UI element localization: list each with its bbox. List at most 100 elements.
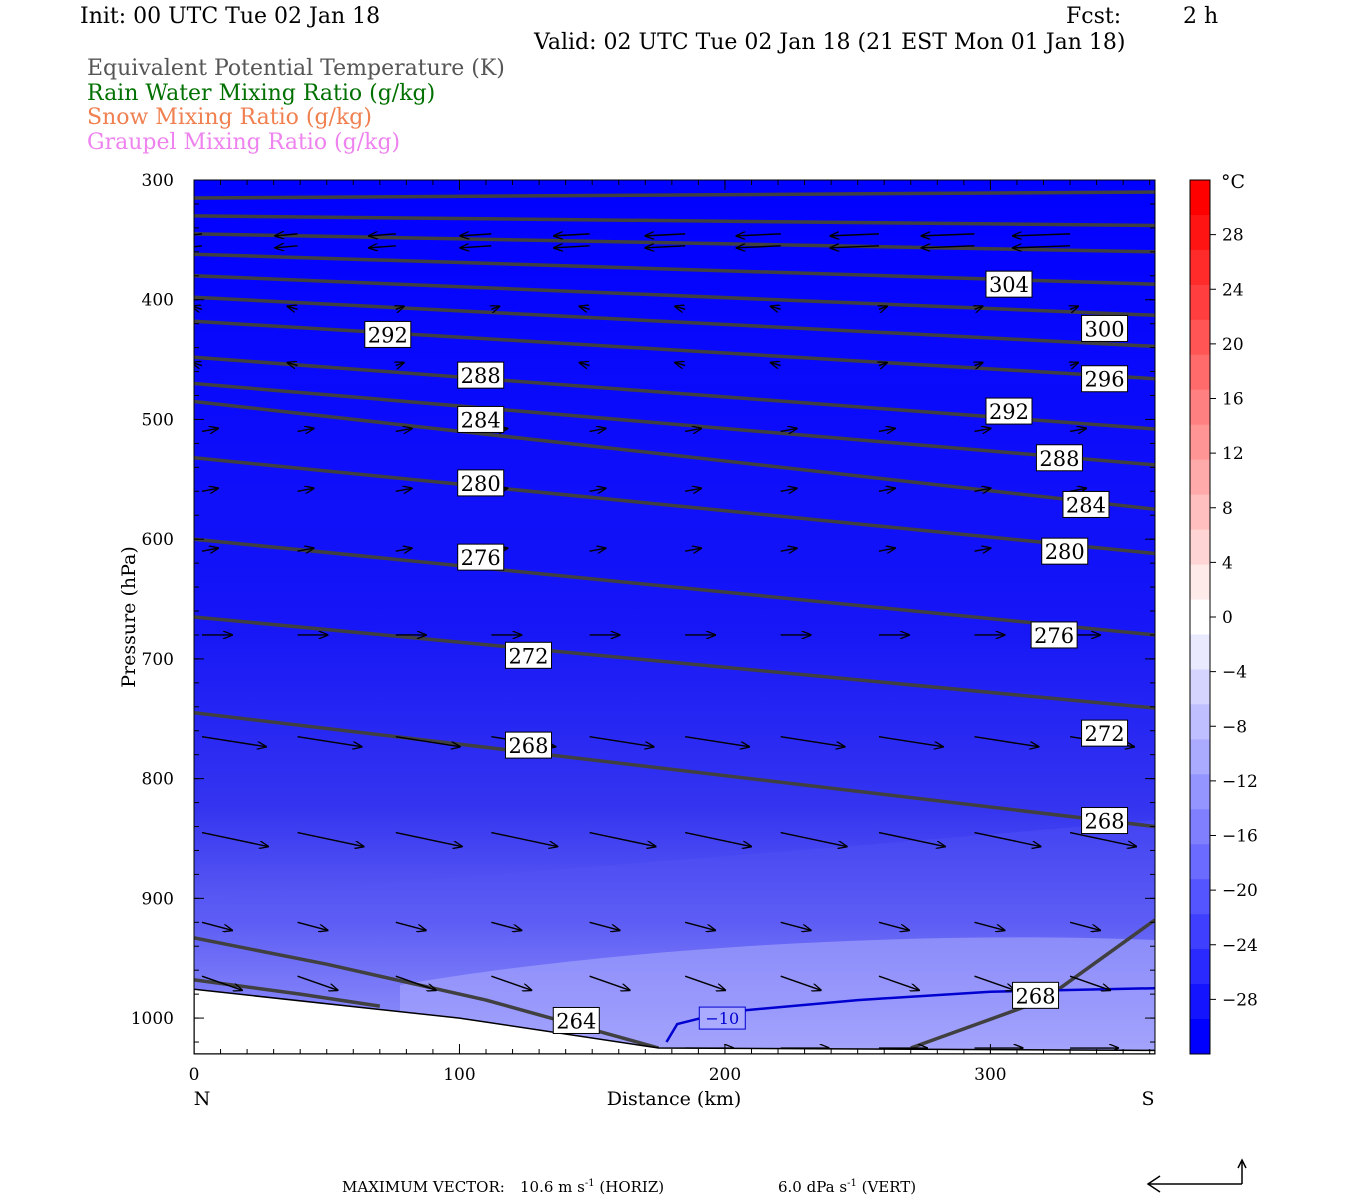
wind-vector [878,548,895,551]
wind-vector [780,428,797,431]
init-title: Init: 00 UTC Tue 02 Jan 18 [80,4,381,29]
colorbar-segment [1190,564,1210,601]
theta-e-contour [194,456,1155,556]
wind-vector [878,736,943,747]
wind-vector [589,921,620,930]
theta-e-label: 296 [1085,368,1125,392]
wind-vector [194,245,203,248]
y-tick-label: 600 [142,530,174,550]
theta-e-contour [194,274,1155,318]
wind-vector [675,306,686,309]
colorbar-segment [1190,949,1210,985]
wind-vector [1013,234,1071,236]
wind-vector [201,488,218,491]
wind-vector [201,831,268,847]
terrain [194,988,1155,1054]
x-axis-label: Distance (km) [607,1088,742,1110]
temperature-label-box [698,1006,746,1030]
wind-vector [974,831,1041,847]
theta-e-label: 284 [1066,493,1106,517]
theta-e-label-box [364,320,412,348]
colorbar-label: 0 [1222,608,1233,628]
colorbar-label: 24 [1222,280,1244,300]
temperature-shading [194,180,1155,1054]
x-tick-label: 100 [443,1065,475,1085]
y-tick-label: 500 [142,410,174,430]
wind-vector [275,246,298,248]
legend-graupel: Graupel Mixing Ratio (g/kg) [87,130,401,155]
wind-vector [460,246,492,248]
theta-e-label: 268 [1015,984,1055,1008]
wind-vector [589,736,654,747]
theta-e-label: 288 [1039,447,1079,471]
wind-vector [780,548,797,551]
wind-vector [1069,921,1100,930]
colorbar-label: −20 [1222,881,1258,901]
footer-label: MAXIMUM VECTOR: [342,1178,505,1196]
wind-vector [771,306,781,309]
wind-vector [297,428,314,431]
colorbar-segment [1190,914,1210,950]
wind-vector [395,921,426,930]
wind-vector [1013,246,1071,248]
wind-vector [737,234,781,236]
theta-e-label-box [1035,444,1083,472]
plot-frame [193,179,1156,1055]
wind-vector [1069,488,1086,491]
theta-e-label-box [1081,807,1129,835]
wind-vector [194,233,203,236]
theta-e-label-box [504,641,552,669]
wind-vector [780,736,845,747]
wind-vector [395,428,412,431]
theta-e-label: 272 [508,644,548,668]
theta-e-contour [194,711,1155,829]
wind-vector [201,921,232,930]
theta-e-label: 276 [461,546,501,570]
x-tick-label: 0 [189,1065,200,1085]
colorbar-label: −8 [1222,717,1247,737]
theta-e-label: 268 [508,734,548,758]
x-left-end-label: N [194,1088,211,1110]
wind-vector [395,736,460,747]
colorbar-label: 4 [1222,553,1233,573]
wind-vector [589,488,606,491]
theta-e-label-box [1041,537,1089,565]
wind-vector [395,831,462,847]
colorbar-label: 12 [1222,444,1244,464]
theta-e-label: 272 [1085,722,1125,746]
wind-vector [297,736,362,747]
colorbar-segment [1190,844,1210,880]
colorbar-label: 16 [1222,390,1244,410]
footer-horiz-unit: (HORIZ) [599,1178,665,1196]
theta-e-label-box [457,543,505,571]
wind-vector [975,363,983,366]
wind-vector [975,306,983,309]
wind-vector [288,363,298,366]
legend-snow: Snow Mixing Ratio (g/kg) [87,105,372,130]
theta-e-contour [194,295,1155,349]
colorbar-label: −4 [1222,663,1247,683]
wind-vector [288,306,298,309]
colorbar-segment [1190,529,1210,566]
wind-vector [684,921,715,930]
theta-e-label-box [552,1006,600,1034]
footer-vert-value: 6.0 dPa s [778,1178,848,1196]
wind-vector [685,428,701,431]
wind-vector [974,921,1005,930]
wind-vector [974,548,991,551]
theta-e-label: 284 [461,408,501,432]
theta-e-label-box [1062,490,1110,518]
colorbar-unit: °C [1221,171,1245,193]
footer-horiz-value: 10.6 m s [520,1178,585,1196]
wind-vector [922,246,975,248]
wind-vector [1069,831,1136,847]
wind-vector [684,975,725,990]
colorbar-label: −16 [1222,827,1258,847]
colorbar-segment [1190,599,1210,635]
y-tick-label: 700 [142,650,174,670]
theta-e-label: 264 [556,1009,596,1033]
wind-vector [194,306,203,309]
wind-vector [685,736,749,747]
wind-vector [830,234,879,236]
wind-vector [974,975,1015,990]
